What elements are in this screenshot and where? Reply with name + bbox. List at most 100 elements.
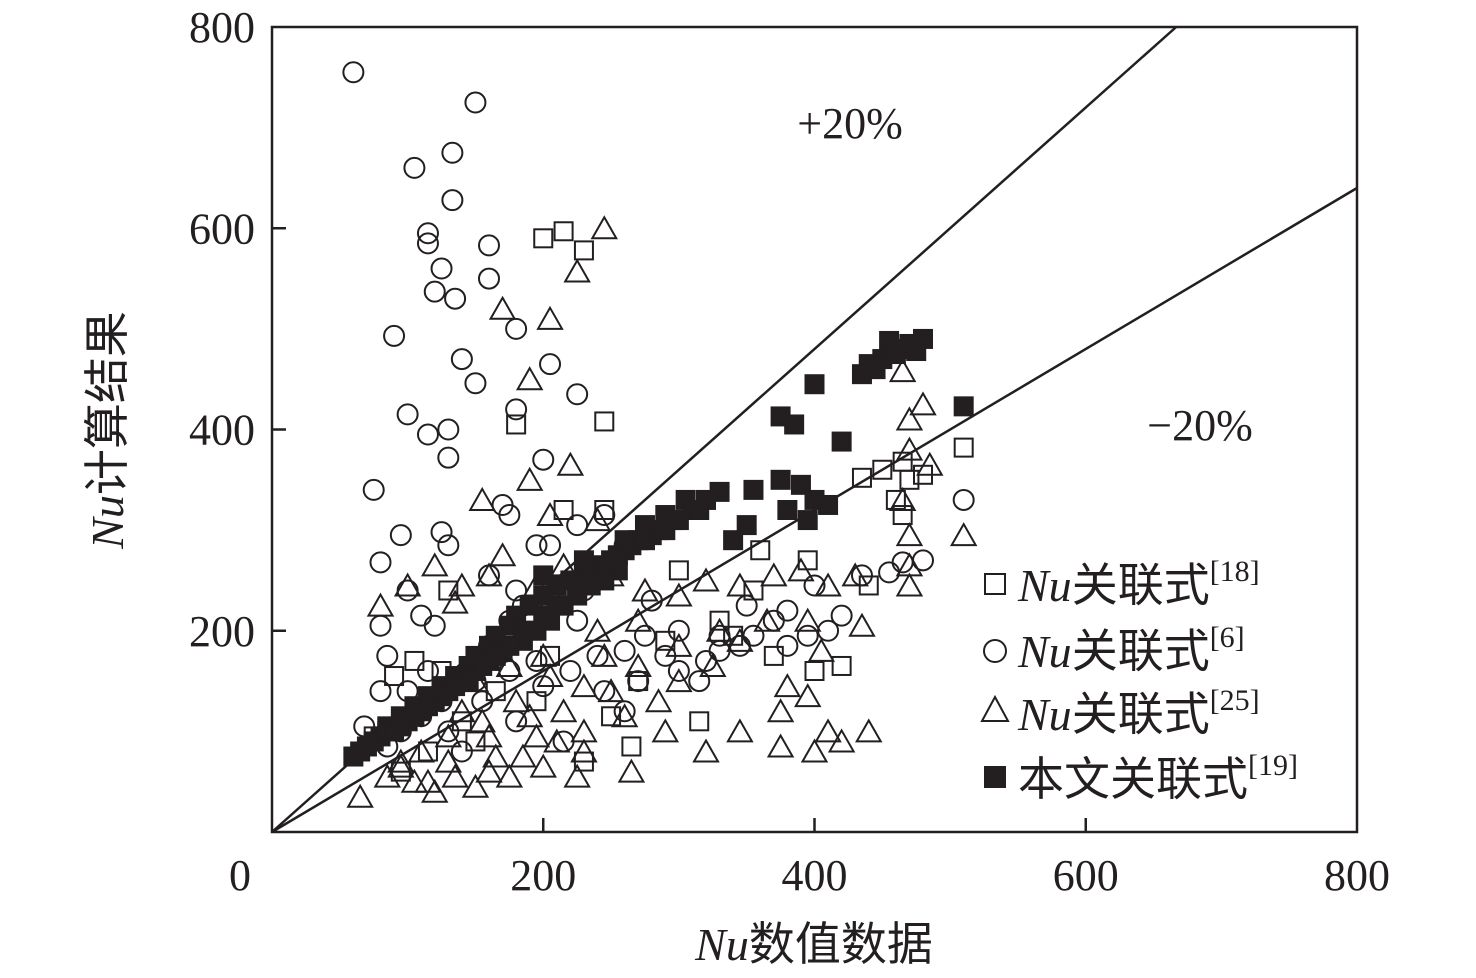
data-point-circle-open [776,634,799,657]
data-point-square-filled [533,565,554,586]
data-point-square-filled [831,431,852,452]
data-point-triangle-open [793,683,822,708]
data-point-triangle-open [787,557,815,582]
data-point-circle-open [830,604,853,627]
data-point-triangle-open [475,758,503,783]
data-point-triangle-open [773,673,802,698]
data-point-square-filled [634,515,655,536]
data-point-triangle-open [488,295,517,320]
data-point-square-filled [689,500,710,520]
data-point-circle-open [464,91,487,114]
data-point-square-open [553,221,574,242]
data-point-triangle-open [827,728,856,753]
data-point-triangle-open [509,743,537,768]
data-point-triangle-open [563,763,591,788]
data-point-square-filled [723,530,744,551]
x-tick-label: 600 [1053,851,1119,900]
x-tick-label: 800 [1324,851,1390,900]
data-point-triangle-open [441,763,469,788]
data-point-circle-open [410,604,433,627]
data-point-square-open [892,451,913,472]
data-point-square-open [668,560,689,581]
data-point-triangle-open [543,728,571,753]
data-point-circle-open [423,614,446,637]
data-point-triangle-open [726,627,754,652]
x-axis-title-prefix: Nu [694,919,749,970]
data-point-circle-open [376,644,399,667]
legend-marker-circle-open [983,639,1007,663]
data-point-circle-open [369,680,392,703]
data-point-circle-open [952,488,975,511]
data-point-circle-open [369,614,392,637]
data-point-circle-open [525,534,548,557]
data-point-circle-open [633,624,656,647]
data-point-circle-open [566,609,589,632]
data-point-square-open [709,610,730,631]
data-point-circle-open [532,448,555,471]
y-tick-label: 800 [189,3,255,52]
data-point-circle-open [539,353,562,376]
data-points [342,61,978,808]
data-point-triangle-open [631,577,659,602]
data-point-triangle-open [814,572,842,597]
data-point-square-open [533,228,554,249]
legend-label-main: 关联式 [1072,689,1210,740]
data-point-circle-open [389,524,412,547]
data-point-circle-open [416,423,439,446]
data-point-square-filled [770,469,791,490]
data-point-triangle-open [895,522,924,547]
x-tick-label: 0 [229,851,251,900]
data-point-circle-open [383,324,406,347]
data-point-circle-open [505,398,528,421]
data-point-triangle-open [461,773,490,798]
data-point-circle-open [498,504,521,527]
data-point-triangle-open [529,753,557,778]
data-point-triangle-open [610,703,639,728]
legend-label-ref: [6] [1210,621,1245,654]
legend: Nu关联式[18] Nu关联式[6] Nu关联式[25] 本文关联式[19] [980,555,1298,805]
data-point-square-open [899,469,920,490]
data-point-triangle-open [346,783,374,808]
data-point-circle-open [403,156,426,179]
data-point-triangle-open [590,215,619,240]
data-point-circle-open [450,348,473,371]
data-point-square-open [404,650,425,671]
data-point-triangle-open [570,673,598,698]
data-point-triangle-open [434,723,463,748]
legend-item-nu6: Nu关联式[6] [983,621,1245,677]
data-point-square-filled [384,721,405,742]
data-point-square-filled [573,550,594,571]
data-point-triangle-open [407,738,435,763]
x-tick-label: 200 [510,851,576,900]
legend-label-this-work: 本文关联式[19] [1018,749,1298,805]
data-point-triangle-open [760,562,788,587]
data-point-triangle-open [800,738,829,763]
data-point-circle-open [796,624,819,647]
legend-item-nu18: Nu关联式[18] [984,555,1260,611]
data-point-square-open [384,666,405,687]
data-point-triangle-open [590,642,619,667]
data-point-triangle-open [807,637,836,662]
data-point-triangle-open [468,486,496,511]
data-point-square-filled [655,505,676,526]
data-point-circle-open [444,287,467,310]
data-point-circle-open [441,189,464,212]
data-point-square-open [804,661,825,681]
data-point-triangle-open [475,723,503,748]
y-axis-title: Nu计算结果 [82,311,133,550]
data-point-circle-open [525,649,548,672]
data-point-circle-open [559,660,582,682]
data-point-square-open [743,580,764,601]
data-point-circle-open [505,710,528,733]
legend-label-ref: [19] [1248,749,1298,782]
data-point-triangle-open [624,607,652,632]
legend-label-main: 关联式 [1072,626,1210,677]
data-point-triangle-open [556,451,585,476]
data-point-triangle-open [414,768,442,793]
data-point-triangle-open [644,688,673,713]
legend-label-ref: [25] [1210,684,1260,717]
data-point-triangle-open [888,486,917,511]
data-point-square-open [628,671,649,692]
legend-label-prefix: Nu [1017,626,1072,677]
